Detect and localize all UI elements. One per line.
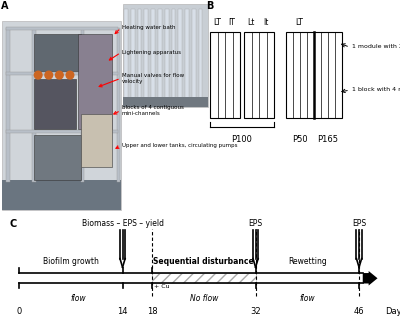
- Bar: [165, 8, 168, 105]
- Text: Rewetting: Rewetting: [288, 257, 327, 266]
- Text: C: C: [10, 219, 17, 229]
- Bar: [6, 28, 10, 182]
- Circle shape: [34, 71, 42, 79]
- Bar: [244, 32, 274, 118]
- Text: 14: 14: [117, 307, 128, 316]
- Circle shape: [66, 71, 74, 79]
- Text: Days: Days: [385, 307, 400, 316]
- Text: No flow: No flow: [190, 294, 218, 303]
- Bar: [123, 4, 208, 107]
- Bar: [34, 135, 80, 180]
- Bar: [117, 28, 120, 182]
- Bar: [34, 34, 80, 71]
- Bar: [6, 27, 118, 30]
- Bar: [80, 28, 84, 182]
- Text: blocks of 4 contiguous
mini-channels: blocks of 4 contiguous mini-channels: [122, 105, 184, 116]
- Text: 18: 18: [147, 307, 158, 316]
- Text: Upper and lower tanks, circulating pumps: Upper and lower tanks, circulating pumps: [122, 143, 238, 148]
- Text: Lt: Lt: [247, 18, 255, 27]
- Text: flow: flow: [300, 294, 315, 303]
- Bar: [6, 130, 118, 133]
- Text: Biomass – EPS – yield: Biomass – EPS – yield: [82, 219, 164, 228]
- Bar: [34, 79, 76, 129]
- Text: Sequential disturbance: Sequential disturbance: [154, 257, 254, 266]
- Bar: [144, 8, 148, 105]
- Text: P50: P50: [292, 135, 308, 144]
- Bar: [185, 8, 189, 105]
- Bar: [152, 273, 256, 283]
- Bar: [2, 180, 121, 210]
- Text: lt: lt: [263, 18, 269, 27]
- Bar: [32, 28, 36, 182]
- Bar: [199, 8, 202, 105]
- Text: Heating water bath: Heating water bath: [122, 25, 176, 30]
- Text: 1 module with 2 blocks: 1 module with 2 blocks: [352, 44, 400, 49]
- Bar: [123, 97, 208, 107]
- Text: P100: P100: [232, 135, 252, 144]
- Text: LT: LT: [296, 18, 304, 27]
- Text: A: A: [1, 1, 8, 11]
- Bar: [78, 34, 112, 129]
- Text: LT: LT: [213, 18, 221, 27]
- Bar: [2, 21, 121, 210]
- Bar: [158, 8, 162, 105]
- Bar: [192, 8, 196, 105]
- Text: Lightening apparatus: Lightening apparatus: [122, 50, 181, 55]
- FancyArrow shape: [363, 271, 378, 286]
- Bar: [138, 8, 142, 105]
- Text: + Cu: + Cu: [154, 284, 170, 289]
- Bar: [80, 114, 112, 167]
- Text: EPS: EPS: [352, 219, 366, 228]
- Text: P165: P165: [318, 135, 338, 144]
- Bar: [172, 8, 175, 105]
- Circle shape: [45, 71, 52, 79]
- Bar: [151, 8, 155, 105]
- Text: IT: IT: [228, 18, 236, 27]
- Bar: [178, 8, 182, 105]
- Text: 32: 32: [250, 307, 261, 316]
- Text: Manual valves for flow
velocity: Manual valves for flow velocity: [122, 73, 184, 84]
- Bar: [131, 8, 135, 105]
- Bar: [286, 32, 342, 118]
- Bar: [124, 8, 128, 105]
- Text: Biofilm growth: Biofilm growth: [43, 257, 99, 266]
- Text: EPS: EPS: [248, 219, 263, 228]
- Bar: [210, 32, 240, 118]
- Text: 46: 46: [354, 307, 364, 316]
- Text: 1 block with 4 mini-channels: 1 block with 4 mini-channels: [352, 86, 400, 92]
- Text: B: B: [206, 1, 213, 11]
- Bar: [6, 72, 118, 75]
- Text: flow: flow: [70, 294, 86, 303]
- Circle shape: [56, 71, 63, 79]
- Text: 0: 0: [16, 307, 22, 316]
